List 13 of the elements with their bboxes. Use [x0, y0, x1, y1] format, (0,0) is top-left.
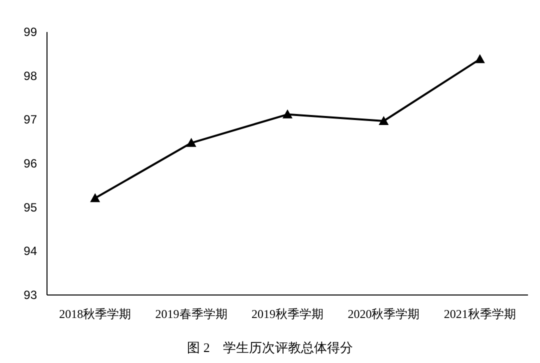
y-tick: 95: [24, 200, 37, 214]
x-tick: 2019春季学期: [155, 307, 228, 321]
y-tick: 94: [24, 244, 37, 258]
y-tick: 93: [24, 288, 37, 302]
title: 图 2 学生历次评教总体得分: [187, 340, 353, 355]
x-tick: 2021秋季学期: [444, 307, 516, 321]
y-tick: 96: [24, 156, 37, 170]
y-tick: 98: [24, 68, 37, 83]
y-tick: 97: [24, 112, 37, 127]
y-tick: 99: [24, 25, 37, 39]
x-tick: 2020秋季学期: [348, 307, 420, 321]
x-tick: 2018秋季学期: [59, 307, 132, 321]
x-tick: 2019秋季学期: [252, 307, 324, 321]
